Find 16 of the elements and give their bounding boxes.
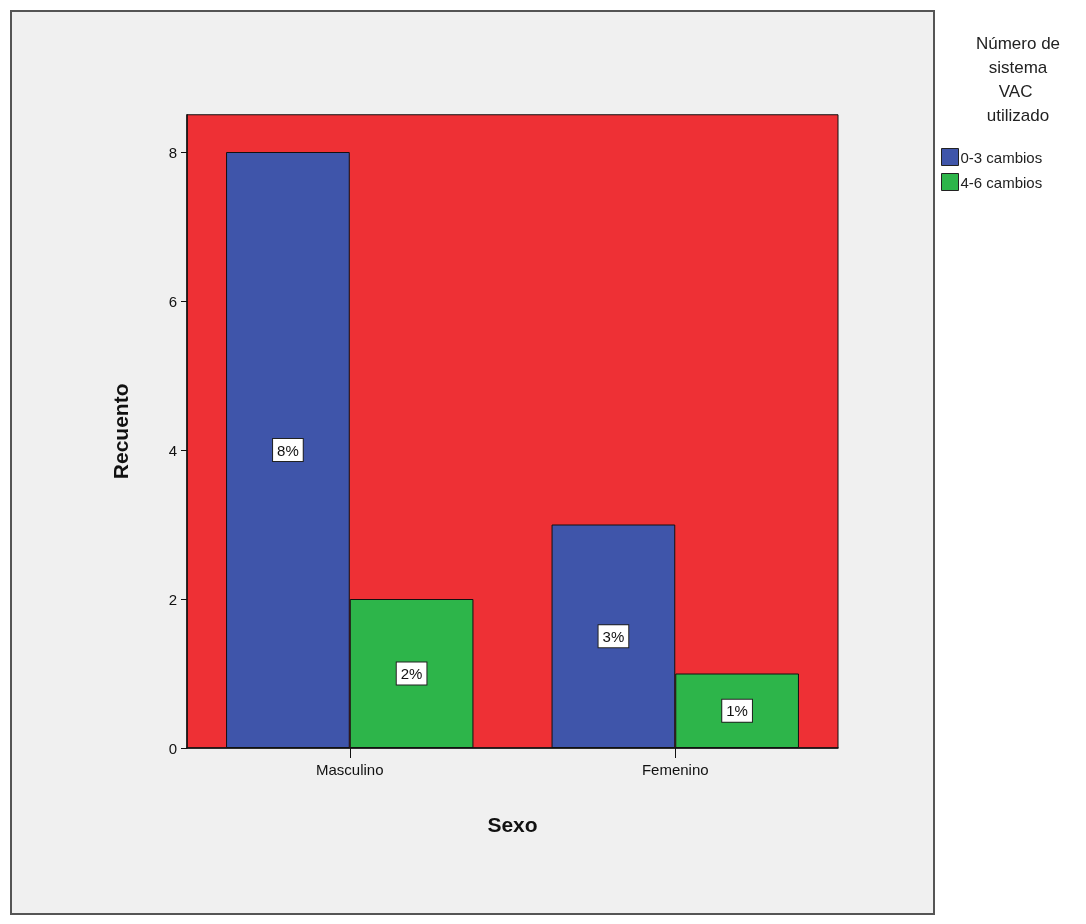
- y-axis-title: Recuento: [109, 383, 132, 480]
- legend-title: Número de sistema VAC utilizado: [975, 33, 1061, 125]
- data-label: 2%: [400, 665, 423, 682]
- data-label: 1%: [726, 702, 748, 720]
- y-tick-label: 8: [168, 143, 177, 161]
- x-tick-label: Femenino: [641, 761, 709, 778]
- x-axis-title: Sexo: [487, 813, 538, 836]
- y-tick-label: 4: [168, 441, 177, 459]
- data-label: 8%: [277, 441, 299, 459]
- legend-label: 0-3 cambios: [960, 148, 1043, 166]
- y-tick-label: 6: [168, 292, 177, 310]
- data-label: 3%: [602, 627, 625, 645]
- x-tick-label: Masculino: [315, 761, 384, 778]
- y-tick-label: 2: [168, 590, 177, 608]
- legend-label: 4-6 cambios: [960, 173, 1043, 191]
- y-tick-label: 0: [168, 739, 177, 757]
